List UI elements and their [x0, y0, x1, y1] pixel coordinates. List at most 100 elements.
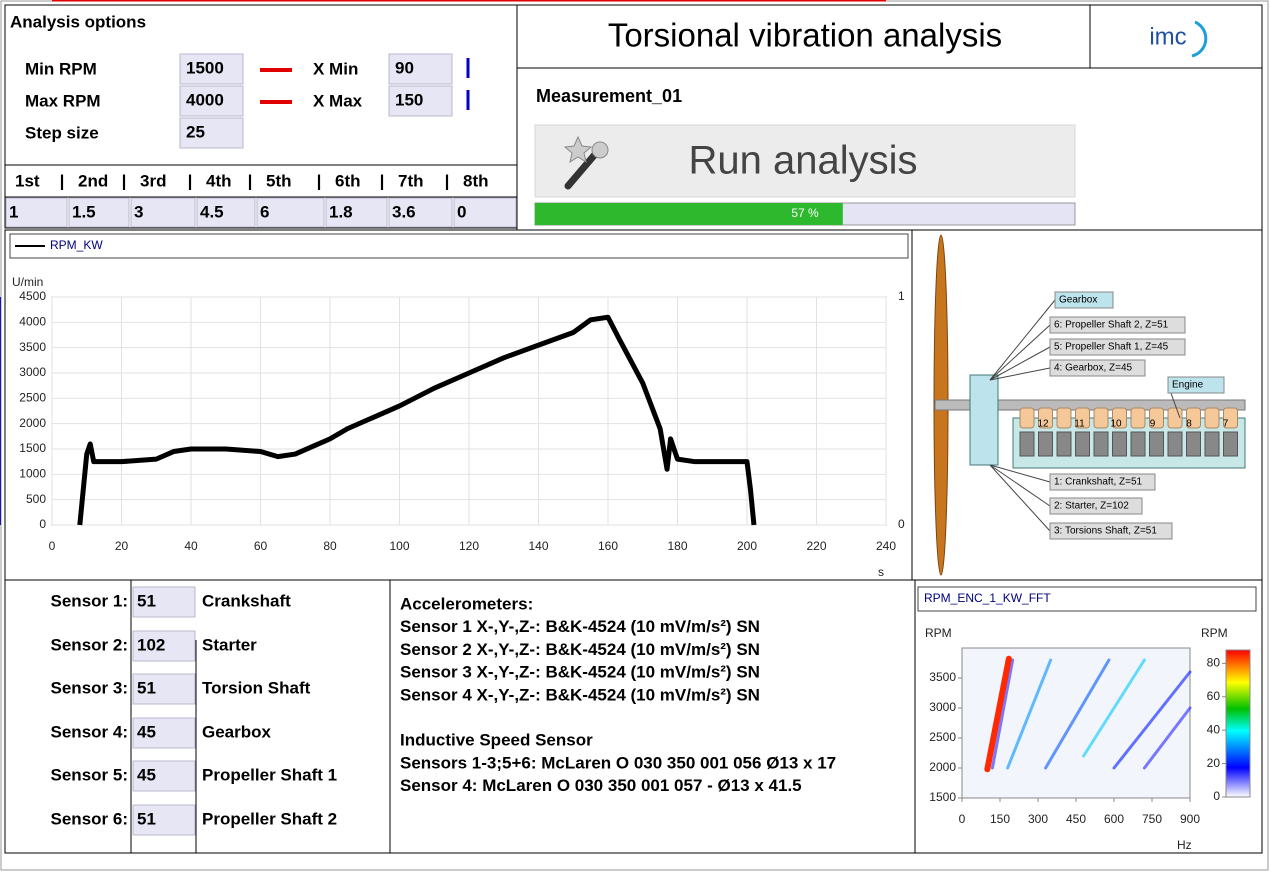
x-tick-label: 900 [1180, 812, 1200, 826]
drivetrain-diagram: 12 11 10 9 8 7 Gearbox 6: Propeller Shaft 2, Z=… [933, 234, 1246, 576]
order-value: 6 [260, 202, 269, 221]
order-header: 8th [463, 171, 489, 190]
streak [1112, 670, 1192, 770]
crank [1204, 431, 1220, 457]
diagram-label: 4: Gearbox, Z=45 [1054, 363, 1133, 374]
x-tick-label: 150 [990, 812, 1010, 826]
sensor-name: Torsion Shaft [202, 678, 311, 697]
crank [1038, 431, 1053, 457]
x-axis-label: s [878, 565, 884, 579]
logo-arc [1191, 20, 1208, 58]
x-tick-label: 450 [1066, 812, 1086, 826]
y-tick-label: 2000 [929, 760, 956, 774]
input-value: 90 [395, 58, 414, 77]
diagram-label: 2: Starter, Z=102 [1054, 501, 1129, 512]
order-box[interactable] [453, 197, 517, 228]
x-tick-label: 20 [115, 539, 129, 553]
separator: | [188, 171, 193, 190]
crank [1093, 431, 1109, 457]
connector [989, 346, 1051, 381]
diagram-label: 3: Torsions Shaft, Z=51 [1054, 526, 1157, 537]
order-value: 0 [457, 202, 466, 221]
x-tick-label: 80 [323, 539, 337, 553]
sensor-label: Sensor 4: [51, 722, 128, 741]
crank [1167, 431, 1183, 457]
y-axis-label: U/min [12, 275, 43, 289]
cylinder [1186, 407, 1201, 429]
input-box[interactable] [388, 85, 453, 117]
cylinder [1204, 407, 1220, 429]
x-tick-label: 140 [528, 539, 548, 553]
x-tick-label: 240 [876, 539, 896, 553]
label-box [1049, 473, 1156, 491]
y-tick-label: 2000 [19, 416, 46, 430]
sensor-box[interactable] [132, 804, 196, 836]
sensor-box[interactable] [132, 760, 196, 792]
sensor-label: Sensor 5: [51, 765, 128, 784]
order-header: 2nd [78, 171, 108, 190]
x-tick-label: 200 [737, 539, 757, 553]
x-tick-label: 60 [254, 539, 268, 553]
y-tick-label: 3500 [929, 670, 956, 684]
order-box[interactable] [130, 197, 196, 228]
run-button-label[interactable]: Run analysis [688, 139, 917, 183]
y-tick-label: 3500 [19, 340, 46, 354]
sensor-box[interactable] [132, 586, 196, 618]
run-button[interactable] [534, 124, 1076, 198]
order-box[interactable] [325, 197, 388, 228]
notes-heading: Inductive Speed Sensor [400, 731, 593, 750]
cylinder [1093, 407, 1109, 429]
notes-line: Sensors 1-3;5+6: McLaren O 030 350 001 0… [400, 753, 836, 772]
streak [1082, 658, 1146, 758]
order-header: 1st [15, 171, 40, 190]
sensor-value: 51 [137, 591, 156, 610]
order-value: 3.6 [392, 202, 416, 221]
input-box[interactable] [179, 117, 244, 149]
order-header: 4th [206, 171, 232, 190]
y2-tick-label: 1 [898, 289, 905, 303]
sensor-value: 51 [137, 678, 156, 697]
y-tick-label: 3000 [929, 700, 956, 714]
sensor-name: Crankshaft [202, 591, 291, 610]
label-box [1167, 376, 1225, 394]
order-box[interactable] [196, 197, 256, 228]
sensor-value: 45 [137, 722, 156, 741]
crank [1149, 431, 1164, 457]
input-box[interactable] [179, 85, 244, 117]
field-label: Min RPM [25, 59, 97, 78]
connector [989, 464, 1051, 532]
options-title: Analysis options [10, 12, 146, 31]
label-box [1054, 291, 1114, 309]
x-tick-label: 0 [49, 539, 56, 553]
separator: | [60, 171, 65, 190]
colorbar [1225, 649, 1251, 798]
crank [1112, 431, 1127, 457]
cylinder [1130, 407, 1146, 429]
input-box[interactable] [179, 53, 244, 85]
cylinder [1019, 407, 1035, 429]
progress-label: 57 % [791, 206, 819, 220]
sensor-box[interactable] [132, 717, 196, 749]
sensor-value: 51 [137, 809, 156, 828]
sensor-label: Sensor 6: [51, 809, 128, 828]
cylinder-number: 9 [1150, 419, 1156, 430]
separator: | [248, 171, 253, 190]
sensor-box[interactable] [132, 673, 196, 705]
x-tick-label: 120 [459, 539, 479, 553]
label-box [1049, 316, 1186, 334]
x-tick-label: 600 [1104, 812, 1124, 826]
order-box[interactable] [68, 197, 130, 228]
order-box[interactable] [388, 197, 453, 228]
order-box[interactable] [256, 197, 325, 228]
crank [1075, 431, 1090, 457]
logo: imc [1149, 23, 1186, 50]
connector [989, 299, 1056, 381]
cylinder [1149, 407, 1164, 429]
fft-title: RPM_ENC_1_KW_FFT [924, 591, 1051, 605]
input-box[interactable] [388, 53, 453, 85]
order-box[interactable] [5, 197, 68, 228]
cylinder [1038, 407, 1053, 429]
x-tick-label: 750 [1142, 812, 1162, 826]
sensor-box[interactable] [132, 630, 196, 662]
